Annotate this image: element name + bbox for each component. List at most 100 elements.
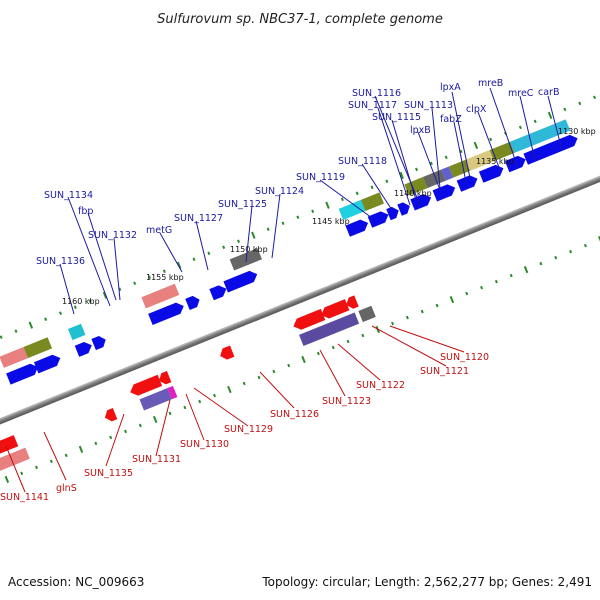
cds-arrow: [432, 184, 456, 202]
tick-mark: [162, 269, 166, 273]
upper-tick-ring: [0, 95, 597, 339]
feature-band: [0, 447, 30, 474]
tick-label: 1150 kbp: [230, 245, 268, 254]
gene-label: SUN_1122: [356, 380, 405, 391]
feature-band: [448, 159, 471, 178]
tick-mark: [222, 245, 226, 250]
feature-band: [139, 388, 172, 411]
cds-arrow: [346, 295, 359, 309]
feature-band: [360, 192, 384, 212]
reverse-gene-labels: SUN_1120 SUN_1121 SUN_1122 SUN_1123 SUN_…: [0, 352, 489, 503]
gene-label: carB: [538, 87, 559, 98]
tick-mark: [198, 399, 202, 404]
gene-label: SUN_1136: [36, 256, 85, 267]
tick-mark: [494, 279, 498, 284]
tick-mark: [133, 281, 137, 285]
tick-mark: [64, 453, 68, 458]
tick-mark: [361, 333, 365, 338]
tick-mark: [325, 201, 330, 209]
tick-mark: [415, 167, 419, 172]
gene-label: SUN_1132: [88, 230, 137, 241]
tick-mark: [444, 155, 448, 160]
feature-band: [299, 312, 360, 347]
tick-mark: [213, 393, 217, 398]
tick-mark: [533, 119, 537, 124]
tick-mark: [4, 475, 10, 483]
tick-label: 1155 kbp: [146, 273, 184, 282]
tick-mark: [35, 465, 39, 470]
cds-arrow: [345, 219, 369, 237]
tick-mark: [227, 385, 232, 394]
tick-mark: [14, 329, 18, 333]
cds-arrow: [397, 202, 410, 216]
feature-band: [465, 150, 495, 171]
tick-mark: [148, 275, 151, 279]
feature-band: [67, 323, 86, 341]
tick-mark: [109, 435, 113, 440]
tick-mark: [49, 459, 53, 464]
tick-mark: [272, 369, 276, 374]
cds-arrow: [0, 435, 19, 459]
gene-label: clpX: [466, 104, 487, 115]
cds-arrow: [209, 285, 227, 301]
cds-arrow: [33, 354, 61, 374]
gene-label: lpxA: [440, 82, 461, 93]
tick-mark: [346, 339, 350, 344]
gene-label: SUN_1124: [255, 186, 304, 197]
tick-mark: [138, 423, 142, 428]
gene-label: metG: [146, 225, 172, 236]
gene-label: SUN_1129: [224, 424, 273, 435]
tick-mark: [331, 345, 335, 350]
tick-mark: [518, 125, 522, 130]
genome-backbone: [0, 139, 600, 461]
tick-mark: [465, 291, 469, 296]
tick-mark: [547, 111, 553, 120]
tick-mark: [489, 137, 493, 142]
cds-arrow: [478, 164, 504, 183]
tick-mark: [420, 309, 424, 314]
tick-mark: [473, 141, 479, 149]
tick-mark: [355, 191, 359, 196]
cds-arrow: [523, 134, 578, 165]
gene-label: SUN_1134: [44, 190, 93, 201]
tick-label: 1145 kbp: [312, 217, 350, 226]
feature-band: [167, 385, 178, 400]
gene-label: SUN_1119: [296, 172, 345, 183]
gene-label: lpxB: [410, 125, 431, 136]
cds-arrow: [367, 211, 389, 228]
tick-mark: [287, 363, 291, 368]
summary-text: Topology: circular; Length: 2,562,277 bp…: [261, 575, 592, 589]
cds-arrow: [130, 374, 163, 396]
feature-band: [0, 347, 28, 368]
gene-label: SUN_1141: [0, 492, 49, 503]
gene-label: SUN_1113: [404, 100, 453, 111]
cds-arrow: [456, 175, 478, 192]
feature-band: [141, 283, 180, 309]
cds-arrow: [220, 345, 235, 360]
gene-label: SUN_1131: [132, 454, 181, 465]
cds-arrow: [6, 363, 39, 385]
tick-mark: [88, 299, 92, 303]
gene-label: SUN_1120: [440, 352, 489, 363]
cds-arrow: [74, 341, 92, 357]
feature-band: [23, 337, 53, 359]
feature-band: [358, 305, 376, 323]
tick-mark: [391, 321, 395, 326]
cds-arrow: [223, 270, 258, 293]
tick-label: 1160 kbp: [62, 297, 100, 306]
tick-mark: [480, 285, 484, 290]
tick-mark: [296, 215, 300, 220]
tick-mark: [509, 273, 513, 278]
cds-arrow: [104, 407, 118, 422]
tick-label: 1140 kbp: [394, 189, 432, 198]
tick-mark: [207, 251, 211, 256]
tick-mark: [523, 265, 529, 274]
tick-mark: [311, 209, 315, 214]
tick-mark: [593, 95, 597, 100]
tick-mark: [435, 303, 439, 308]
tick-mark: [563, 107, 567, 112]
tick-mark: [399, 171, 404, 179]
tick-mark: [459, 149, 463, 154]
tick-mark: [385, 179, 389, 184]
tick-mark: [266, 227, 270, 232]
